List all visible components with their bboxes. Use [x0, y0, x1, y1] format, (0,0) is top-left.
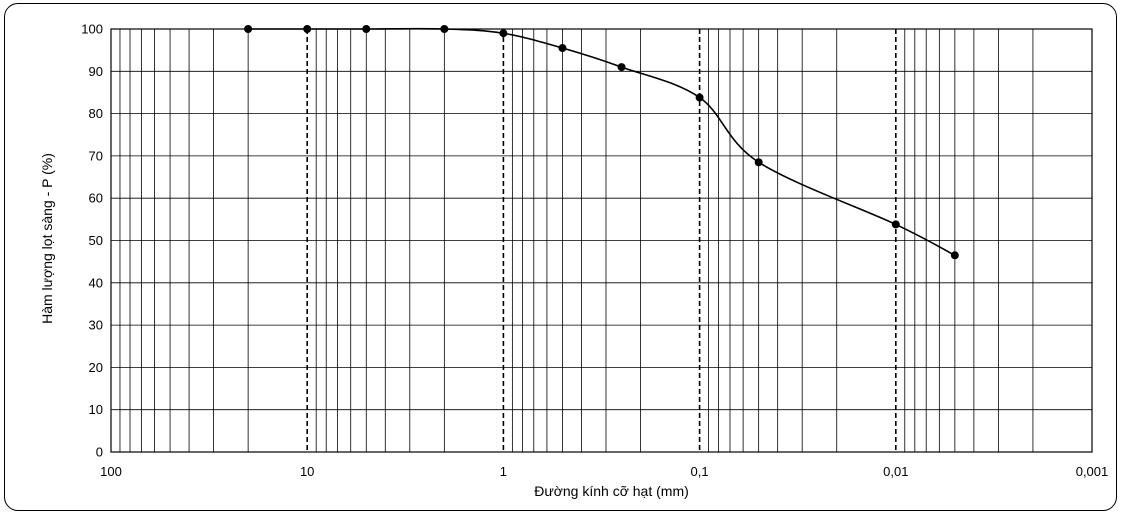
data-point: [244, 25, 253, 33]
data-point: [362, 25, 371, 33]
grid-layer: [110, 28, 1093, 453]
data-point: [695, 93, 704, 102]
x-tick-label: 1: [500, 464, 507, 479]
y-tick-label: 80: [89, 106, 103, 121]
y-tick-label: 70: [89, 148, 103, 163]
x-tick-label: 0,1: [691, 464, 709, 479]
tick-label-layer: 0 10 20 30 40 50 60 70 80 90 100 100 10 1 0,1 0,01 0,001: [81, 22, 1108, 480]
data-point: [303, 25, 312, 33]
y-axis-title: Hàm lượng lọt sàng - P (%): [39, 153, 55, 324]
series-layer: [244, 25, 959, 260]
x-tick-label: 100: [100, 464, 122, 479]
data-point: [558, 44, 567, 53]
y-tick-label: 60: [89, 191, 103, 206]
y-tick-label: 40: [89, 275, 103, 290]
y-tick-label: 0: [96, 445, 103, 460]
x-axis-title: Đường kính cỡ hạt (mm): [534, 483, 689, 499]
x-tick-label: 10: [300, 464, 314, 479]
y-tick-label: 10: [89, 402, 103, 417]
x-tick-label: 0,01: [883, 464, 908, 479]
y-tick-label: 100: [81, 22, 103, 37]
series-line: [248, 27, 956, 257]
y-tick-label: 30: [89, 318, 103, 333]
data-point: [754, 158, 763, 167]
y-tick-label: 20: [89, 360, 103, 375]
y-tick-label: 50: [89, 233, 103, 248]
data-point: [891, 220, 900, 229]
data-point: [499, 29, 508, 38]
data-point: [617, 63, 626, 72]
data-point: [950, 251, 959, 260]
y-tick-label: 90: [89, 64, 103, 79]
chart-frame: [4, 3, 1117, 511]
x-tick-label: 0,001: [1076, 464, 1109, 479]
data-point: [440, 25, 449, 33]
